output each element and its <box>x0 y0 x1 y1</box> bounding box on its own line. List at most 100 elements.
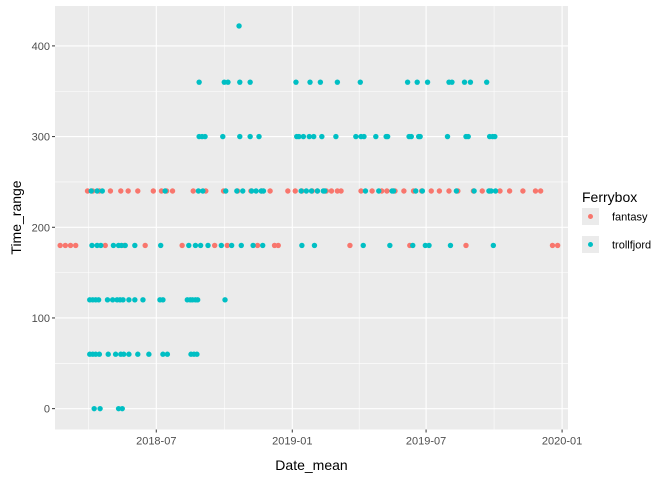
legend-title: Ferrybox <box>582 189 637 205</box>
point-trollfjord <box>490 242 497 249</box>
point-fantasy <box>118 188 124 194</box>
point-trollfjord <box>361 133 367 140</box>
point-trollfjord <box>120 297 126 303</box>
x-tick-label: 2019-07 <box>406 436 446 448</box>
point-trollfjord <box>334 79 341 85</box>
point-trollfjord <box>132 242 138 249</box>
point-trollfjord <box>362 188 369 194</box>
point-trollfjord <box>353 133 359 140</box>
plot-panel <box>55 6 568 430</box>
point-fantasy <box>520 188 526 194</box>
point-trollfjord <box>296 133 302 140</box>
point-trollfjord <box>253 188 259 194</box>
point-trollfjord <box>426 242 432 249</box>
point-trollfjord <box>126 297 132 303</box>
point-trollfjord <box>492 188 499 194</box>
point-trollfjord <box>119 405 125 412</box>
point-trollfjord <box>465 133 471 140</box>
point-trollfjord <box>228 242 235 249</box>
point-trollfjord <box>492 133 498 140</box>
point-trollfjord <box>461 79 468 85</box>
point-trollfjord <box>240 188 246 194</box>
point-trollfjord <box>417 133 423 140</box>
point-trollfjord <box>384 133 391 140</box>
point-trollfjord <box>91 405 97 412</box>
point-trollfjord <box>260 188 267 194</box>
y-tick-label: 400 <box>32 41 50 53</box>
point-trollfjord <box>225 79 231 85</box>
point-trollfjord <box>236 23 242 29</box>
point-trollfjord <box>260 242 266 249</box>
point-fantasy <box>497 188 503 194</box>
point-trollfjord <box>160 351 166 357</box>
point-fantasy <box>549 242 556 249</box>
point-trollfjord <box>121 351 127 357</box>
point-trollfjord <box>414 79 420 85</box>
point-fantasy <box>285 188 291 194</box>
point-trollfjord <box>357 79 363 85</box>
point-trollfjord <box>195 188 202 194</box>
point-trollfjord <box>132 297 138 303</box>
point-fantasy <box>275 242 281 249</box>
point-trollfjord <box>298 188 304 194</box>
point-trollfjord <box>404 79 411 85</box>
point-trollfjord <box>164 351 171 357</box>
point-trollfjord <box>105 351 111 357</box>
point-fantasy <box>271 242 278 249</box>
point-trollfjord <box>89 242 95 249</box>
point-trollfjord <box>293 79 299 85</box>
point-fantasy <box>384 188 390 194</box>
point-fantasy <box>158 188 165 194</box>
point-fantasy <box>334 188 341 194</box>
point-trollfjord <box>303 188 310 194</box>
point-fantasy <box>72 242 79 249</box>
point-trollfjord <box>146 351 152 357</box>
point-trollfjord <box>333 133 339 140</box>
point-fantasy <box>554 242 561 249</box>
point-trollfjord <box>311 242 318 249</box>
point-fantasy <box>532 188 539 194</box>
point-trollfjord <box>104 297 111 303</box>
legend-label-trollfjord: trollfjord <box>612 240 651 252</box>
point-trollfjord <box>160 297 166 303</box>
point-trollfjord <box>126 351 132 357</box>
point-fantasy <box>292 188 298 194</box>
point-trollfjord <box>97 405 103 412</box>
legend-label-fantasy: fantasy <box>612 212 648 224</box>
point-trollfjord <box>220 133 226 140</box>
point-trollfjord <box>237 79 243 85</box>
point-trollfjord <box>308 188 315 194</box>
point-fantasy <box>254 242 261 249</box>
y-axis-title: Time_range <box>8 180 24 254</box>
point-fantasy <box>358 188 364 194</box>
x-axis-ticks: 2018-07 2019-01 2019-07 2020-01 <box>136 429 582 448</box>
x-axis-title: Date_mean <box>275 457 347 473</box>
legend-dot-trollfjord <box>588 242 593 247</box>
point-trollfjord <box>200 188 206 194</box>
point-trollfjord <box>467 79 474 85</box>
point-fantasy <box>190 188 196 194</box>
x-tick-label: 2018-07 <box>136 436 176 448</box>
point-fantasy <box>479 188 485 194</box>
point-trollfjord <box>424 79 431 85</box>
point-trollfjord <box>194 297 201 303</box>
point-fantasy <box>62 242 69 249</box>
point-fantasy <box>224 242 230 249</box>
point-trollfjord <box>483 79 490 85</box>
point-fantasy <box>267 188 273 194</box>
point-trollfjord <box>319 133 325 140</box>
point-trollfjord <box>444 133 451 140</box>
point-trollfjord <box>96 351 103 357</box>
x-tick-label: 2019-01 <box>272 436 312 448</box>
point-trollfjord <box>422 242 429 249</box>
point-trollfjord <box>205 242 211 249</box>
point-fantasy <box>537 188 544 194</box>
point-trollfjord <box>158 242 164 249</box>
point-trollfjord <box>322 188 328 194</box>
point-trollfjord <box>186 242 192 249</box>
point-trollfjord <box>306 133 312 140</box>
point-fantasy <box>338 188 344 194</box>
point-trollfjord <box>95 297 102 303</box>
point-trollfjord <box>471 188 477 194</box>
point-trollfjord <box>94 188 100 194</box>
